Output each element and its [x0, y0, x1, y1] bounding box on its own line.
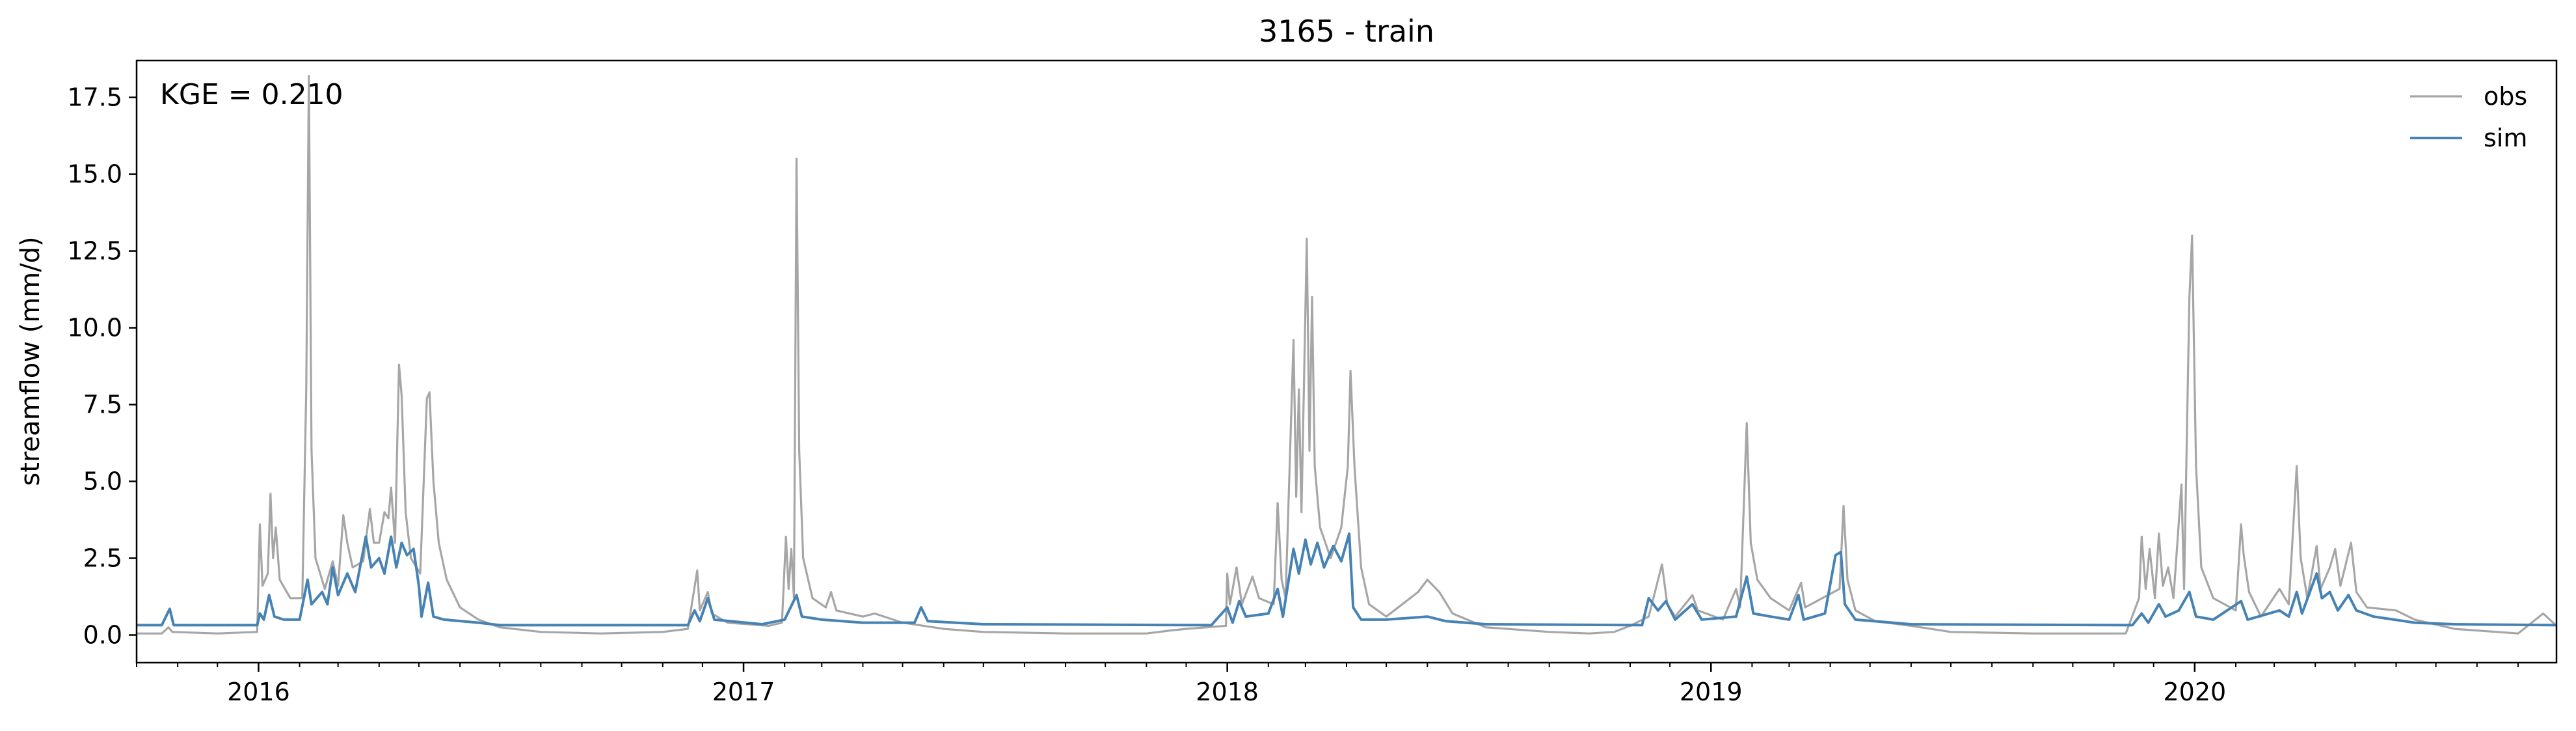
y-tick-label: 15.0 — [67, 160, 122, 189]
chart-title: 3165 - train — [1259, 14, 1434, 49]
x-tick-label: 2020 — [2163, 678, 2226, 706]
legend-label-obs: obs — [2484, 82, 2527, 111]
legend: obs sim — [2410, 82, 2527, 152]
y-axis-label: streamflow (mm/d) — [16, 236, 46, 486]
series-line-sim — [137, 532, 2556, 627]
y-tick-label: 17.5 — [67, 83, 122, 112]
x-tick-label: 2018 — [1196, 678, 1259, 706]
x-tick-label: 2019 — [1680, 678, 1743, 706]
axes-layer: 0.0 2.5 5.0 7.5 10.0 12.5 15.0 17.5 2016 2017 2018… — [67, 59, 2558, 706]
y-tick-label: 0.0 — [83, 621, 122, 650]
series-layer — [137, 75, 2556, 635]
y-tick-label: 12.5 — [67, 237, 122, 266]
kge-annotation: KGE = 0.210 — [160, 78, 343, 111]
y-tick-label: 2.5 — [83, 544, 122, 573]
y-tick-label: 7.5 — [83, 391, 122, 419]
y-tick-label: 10.0 — [67, 314, 122, 342]
series-line-obs — [137, 75, 2556, 635]
y-tick-label: 5.0 — [83, 467, 122, 496]
legend-label-sim: sim — [2484, 124, 2527, 152]
x-tick-label: 2017 — [712, 678, 775, 706]
x-tick-label: 2016 — [227, 678, 290, 706]
